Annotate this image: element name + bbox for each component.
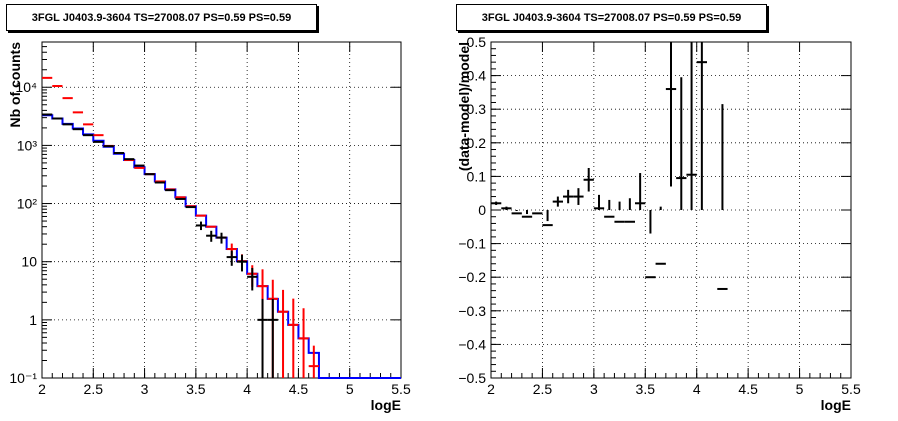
model-point-red xyxy=(298,308,309,378)
residual-point xyxy=(676,77,687,210)
residual-point xyxy=(665,42,677,187)
right-y-axis-label: (data-model)/model xyxy=(456,42,472,171)
left-x-tick-label: 2 xyxy=(38,381,46,397)
left-y-tick-label: 10 xyxy=(21,254,37,270)
right-x-tick-label: 3 xyxy=(590,381,598,397)
model-point-red xyxy=(308,345,319,378)
right-x-tick-label: 5 xyxy=(796,381,804,397)
right-y-tick-label: 0.2 xyxy=(467,135,487,151)
residual-point xyxy=(655,206,666,265)
data-point-black xyxy=(257,298,268,378)
right-y-tick-label: −0.5 xyxy=(458,370,486,386)
left-chart: 2 2.5 3 3.5 4 4.5 5 5.5 10⁻¹ 1 10 10² 10³ 10⁴ logE Nb… xyxy=(7,41,411,413)
model-point-red xyxy=(277,289,289,378)
residual-point xyxy=(717,104,728,290)
data-point-black xyxy=(267,298,278,378)
residual-point xyxy=(635,173,646,210)
residual-point xyxy=(491,201,502,205)
right-x-tick-label: 2.5 xyxy=(533,381,553,397)
left-x-tick-label: 3 xyxy=(141,381,149,397)
model-point-red xyxy=(288,298,299,378)
right-y-tick-label: 0.5 xyxy=(467,34,487,50)
residual-point xyxy=(552,196,563,207)
left-x-tick-label: 5.5 xyxy=(391,381,411,397)
residual-point xyxy=(593,194,605,210)
residual-point xyxy=(573,188,584,205)
right-y-tick-label: −0.2 xyxy=(458,269,486,285)
left-x-tick-label: 4.5 xyxy=(289,381,309,397)
residual-point xyxy=(511,210,522,215)
left-x-axis-label: logE xyxy=(371,397,401,413)
residual-point xyxy=(532,212,543,215)
right-chart-title: 3FGL J0403.9-3604 TS=27008.07 PS=0.59 PS… xyxy=(456,4,767,31)
residual-point xyxy=(542,210,553,227)
right-x-tick-label: 2 xyxy=(487,381,495,397)
data-point-black xyxy=(226,250,237,266)
right-x-axis-label: logE xyxy=(821,397,851,413)
data-point-black xyxy=(216,232,227,244)
left-y-tick-label: 10⁴ xyxy=(15,79,37,95)
right-y-tick-label: −0.4 xyxy=(458,336,486,352)
left-y-axis-label: Nb of counts xyxy=(7,42,23,128)
right-y-tick-label: −0.1 xyxy=(458,236,486,252)
right-y-tick-label: 0.4 xyxy=(467,68,487,84)
left-x-tick-label: 5 xyxy=(346,381,354,397)
right-y-tick-label: −0.3 xyxy=(458,303,486,319)
right-x-tick-label: 3.5 xyxy=(636,381,656,397)
residual-point xyxy=(696,42,707,210)
residual-point xyxy=(614,201,625,223)
right-chart: 2 2.5 3 3.5 4 4.5 5 5.5 −0.5 −0.4 −0.3 −0.2 −0.1 0 0.1… xyxy=(456,34,861,413)
right-y-tick-label: 0.3 xyxy=(467,101,487,117)
right-y-tick-label: 0 xyxy=(478,202,486,218)
right-x-tick-label: 4.5 xyxy=(738,381,758,397)
left-y-tick-label: 1 xyxy=(29,312,37,328)
right-x-tick-label: 5.5 xyxy=(841,381,861,397)
right-y-tick-label: 0.1 xyxy=(467,168,487,184)
residual-point xyxy=(521,210,533,218)
model-histogram-line xyxy=(42,114,401,379)
data-point-black xyxy=(195,221,207,231)
left-y-tick-label: 10² xyxy=(17,196,38,212)
residual-point xyxy=(604,199,615,218)
left-y-tick-label: 10³ xyxy=(17,137,38,153)
residual-point xyxy=(624,198,635,223)
left-x-tick-label: 3.5 xyxy=(186,381,206,397)
data-point-black xyxy=(206,230,217,242)
left-x-tick-label: 2.5 xyxy=(84,381,104,397)
left-y-tick-label: 10⁻¹ xyxy=(9,370,37,386)
data-point-black xyxy=(236,254,248,272)
left-x-tick-label: 4 xyxy=(243,381,251,397)
residual-point xyxy=(686,42,697,210)
data-point-black xyxy=(247,267,258,291)
right-x-tick-label: 4 xyxy=(693,381,701,397)
residual-point xyxy=(645,210,656,279)
left-plot-frame xyxy=(41,41,402,379)
residual-point xyxy=(583,168,594,192)
left-chart-title: 3FGL J0403.9-3604 TS=27008.07 PS=0.59 PS… xyxy=(6,4,317,31)
residual-point xyxy=(501,206,512,210)
residual-point xyxy=(563,189,574,204)
